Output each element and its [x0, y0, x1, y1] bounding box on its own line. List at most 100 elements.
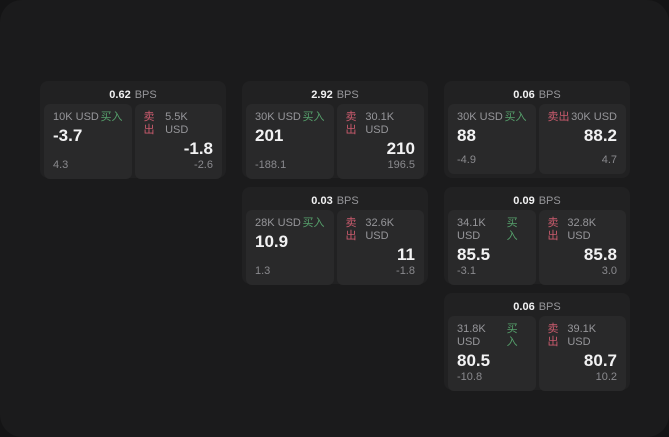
buy-delta: -4.9: [457, 154, 476, 166]
buy-delta: -188.1: [255, 159, 287, 171]
quote-card: 0.03 BPS 28K USD 买入 10.9 1.3 卖出 32.6K US…: [242, 187, 428, 285]
sell-panel[interactable]: 卖出 30K USD 88.2 4.7: [538, 104, 626, 174]
buy-amount: 10K USD: [53, 111, 99, 123]
sell-side-label: 卖出: [547, 323, 559, 348]
quote-card: 0.62 BPS 10K USD 买入 -3.7 4.3 卖出 5.5K USD…: [40, 81, 226, 179]
sell-side-label: 卖出: [345, 217, 357, 242]
buy-sell-panels: 10K USD 买入 -3.7 4.3 卖出 5.5K USD -1.8 -2.…: [44, 104, 222, 179]
sell-label-row: 卖出 30.1K USD: [346, 111, 416, 137]
bps-value: 0.09: [513, 194, 535, 207]
buy-amount: 28K USD: [255, 217, 301, 229]
buy-panel[interactable]: 28K USD 买入 10.9 1.3: [246, 210, 334, 285]
buy-side-label: 买入: [506, 217, 518, 242]
bps-unit-label: BPS: [538, 300, 561, 313]
bps-unit-label: BPS: [336, 194, 359, 207]
sell-amount: 30K USD: [571, 111, 617, 123]
bps-value: 2.92: [311, 88, 333, 101]
sell-price: 11: [397, 245, 415, 264]
bps-unit-label: BPS: [336, 88, 359, 101]
sell-label-row: 卖出 32.8K USD: [548, 217, 618, 243]
bps-unit-label: BPS: [538, 194, 561, 207]
bps-header: 0.06 BPS: [448, 85, 626, 104]
buy-label-row: 31.8K USD 买入: [457, 323, 527, 349]
buy-delta: 4.3: [53, 159, 69, 171]
sell-delta: 3.0: [601, 265, 617, 277]
bps-header: 0.06 BPS: [448, 297, 626, 316]
sell-label-row: 卖出 39.1K USD: [548, 323, 618, 349]
sell-amount: 30.1K USD: [365, 111, 395, 136]
bps-value: 0.03: [311, 194, 333, 207]
sell-delta: 10.2: [595, 371, 617, 383]
buy-amount: 30K USD: [255, 111, 301, 123]
sell-panel[interactable]: 卖出 5.5K USD -1.8 -2.6: [134, 104, 222, 179]
buy-delta: 1.3: [255, 265, 271, 277]
sell-panel[interactable]: 卖出 30.1K USD 210 196.5: [336, 104, 424, 179]
sell-side-label: 卖出: [547, 217, 559, 242]
buy-label-row: 34.1K USD 买入: [457, 217, 527, 243]
bps-header: 0.09 BPS: [448, 191, 626, 210]
buy-label-row: 30K USD 买入: [457, 111, 527, 124]
quote-card: 0.09 BPS 34.1K USD 买入 85.5 -3.1 卖出 32.8K…: [444, 187, 630, 285]
sell-amount: 32.8K USD: [567, 217, 597, 242]
buy-price: 10.9: [255, 232, 289, 251]
sell-side-label: 卖出: [143, 111, 155, 136]
buy-price: 85.5: [457, 245, 491, 264]
sell-label-row: 卖出 5.5K USD: [144, 111, 214, 137]
buy-panel[interactable]: 10K USD 买入 -3.7 4.3: [44, 104, 132, 179]
sell-price: 80.7: [583, 351, 617, 370]
bps-header: 0.62 BPS: [44, 85, 222, 104]
buy-price: 201: [255, 126, 284, 145]
sell-amount: 39.1K USD: [567, 323, 597, 348]
buy-side-label: 买入: [100, 111, 123, 123]
buy-label-row: 28K USD 买入: [255, 217, 325, 230]
buy-amount: 31.8K USD: [457, 323, 486, 348]
buy-side-label: 买入: [302, 217, 325, 229]
sell-panel[interactable]: 卖出 32.6K USD 11 -1.8: [336, 210, 424, 285]
buy-label-row: 30K USD 买入: [255, 111, 325, 124]
buy-side-label: 买入: [504, 111, 527, 123]
buy-sell-panels: 31.8K USD 买入 80.5 -10.8 卖出 39.1K USD 80.…: [448, 316, 626, 391]
sell-side-label: 卖出: [345, 111, 357, 136]
sell-delta: 196.5: [387, 159, 415, 171]
buy-panel[interactable]: 30K USD 买入 88 -4.9: [448, 104, 536, 174]
buy-amount: 30K USD: [457, 111, 503, 123]
buy-sell-panels: 30K USD 买入 201 -188.1 卖出 30.1K USD 210 1…: [246, 104, 424, 179]
bps-header: 0.03 BPS: [246, 191, 424, 210]
sell-panel[interactable]: 卖出 39.1K USD 80.7 10.2: [538, 316, 626, 391]
sell-price: -1.8: [183, 139, 213, 158]
bps-unit-label: BPS: [134, 88, 157, 101]
bps-value: 0.06: [513, 300, 535, 313]
sell-delta: -1.8: [396, 265, 415, 277]
buy-side-label: 买入: [302, 111, 325, 123]
buy-price: 80.5: [457, 351, 491, 370]
sell-price: 88.2: [583, 126, 617, 145]
buy-label-row: 10K USD 买入: [53, 111, 123, 124]
buy-side-label: 买入: [506, 323, 518, 348]
sell-amount: 32.6K USD: [365, 217, 395, 242]
buy-panel[interactable]: 30K USD 买入 201 -188.1: [246, 104, 334, 179]
bps-header: 2.92 BPS: [246, 85, 424, 104]
sell-label-row: 卖出 32.6K USD: [346, 217, 416, 243]
bps-value: 0.62: [109, 88, 131, 101]
buy-amount: 34.1K USD: [457, 217, 486, 242]
bps-unit-label: BPS: [538, 88, 561, 101]
sell-panel[interactable]: 卖出 32.8K USD 85.8 3.0: [538, 210, 626, 285]
quote-card: 0.06 BPS 30K USD 买入 88 -4.9 卖出 30K USD 8…: [444, 81, 630, 178]
buy-price: -3.7: [53, 126, 83, 145]
buy-sell-panels: 28K USD 买入 10.9 1.3 卖出 32.6K USD 11 -1.8: [246, 210, 424, 285]
sell-price: 210: [386, 139, 415, 158]
buy-delta: -10.8: [457, 371, 483, 383]
quote-card-grid: 0.62 BPS 10K USD 买入 -3.7 4.3 卖出 5.5K USD…: [40, 81, 630, 391]
sell-price: 85.8: [583, 245, 617, 264]
sell-amount: 5.5K USD: [165, 111, 189, 136]
buy-sell-panels: 30K USD 买入 88 -4.9 卖出 30K USD 88.2 4.7: [448, 104, 626, 174]
sell-side-label: 卖出: [547, 111, 570, 123]
buy-price: 88: [457, 126, 476, 145]
buy-panel[interactable]: 31.8K USD 买入 80.5 -10.8: [448, 316, 536, 391]
quote-card: 0.06 BPS 31.8K USD 买入 80.5 -10.8 卖出 39.1…: [444, 293, 630, 391]
bps-value: 0.06: [513, 88, 535, 101]
buy-delta: -3.1: [457, 265, 476, 277]
buy-panel[interactable]: 34.1K USD 买入 85.5 -3.1: [448, 210, 536, 285]
buy-sell-panels: 34.1K USD 买入 85.5 -3.1 卖出 32.8K USD 85.8…: [448, 210, 626, 285]
